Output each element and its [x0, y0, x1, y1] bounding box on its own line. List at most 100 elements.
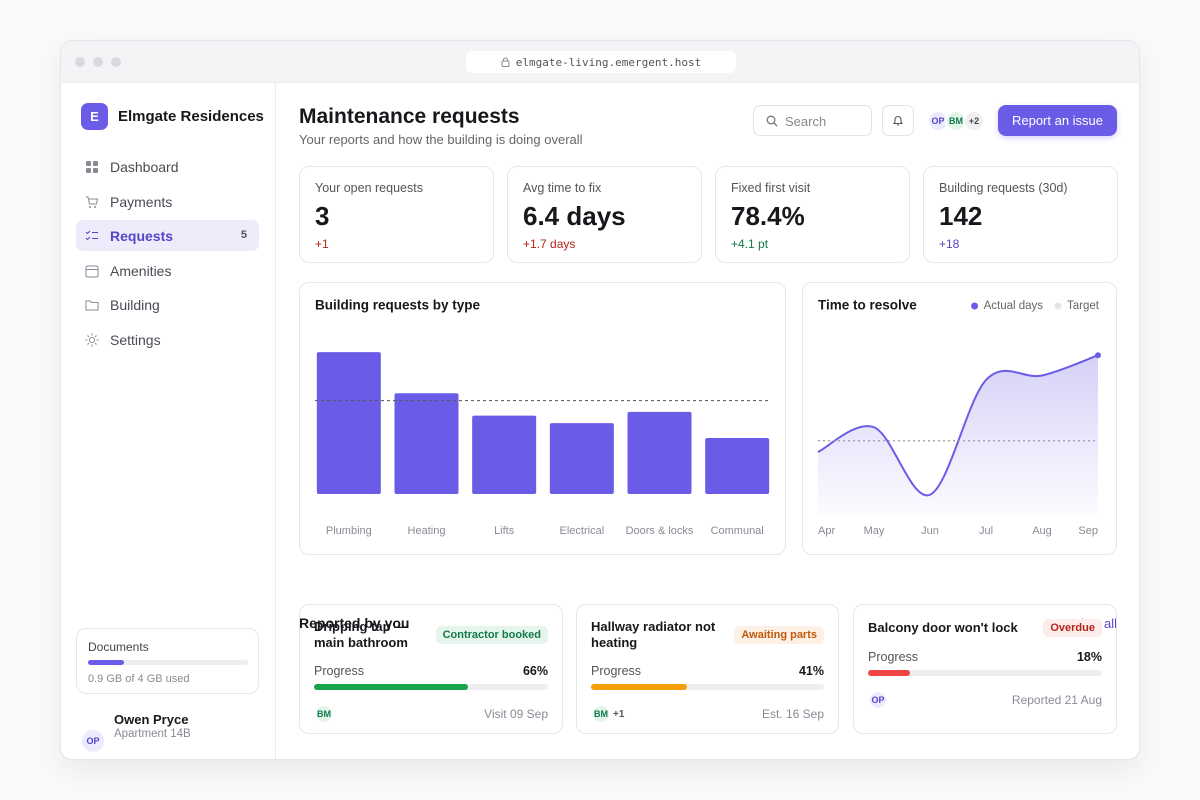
avatar-group: OP [868, 690, 888, 710]
search-icon [766, 115, 778, 127]
notifications-button[interactable] [882, 105, 914, 136]
page-subtitle: Your reports and how the building is doi… [299, 132, 583, 147]
nav-icon [86, 161, 98, 173]
progress-fill [591, 684, 687, 690]
card-title: Balcony door won't lock [868, 620, 1018, 635]
request-card[interactable]: Balcony door won't lock Overdue Progress 18… [853, 604, 1117, 734]
storage-track [88, 660, 248, 665]
chart-panel [802, 282, 1117, 555]
logo[interactable]: E [81, 103, 108, 130]
card-footer: BM Visit 09 Sep [314, 704, 548, 724]
nav-item[interactable]: Requests 5 [76, 220, 259, 252]
card-footer: BM +1 Est. 16 Sep [591, 704, 824, 724]
url-bar[interactable]: elmgate-living.emergent.host [466, 51, 736, 73]
kpi-label: Avg time to fix [523, 181, 602, 195]
kpi-delta: +1.7 days [523, 237, 576, 251]
progress-fill [314, 684, 469, 690]
card-header: Dripping tap — main bathroom Contractor b… [314, 619, 548, 651]
nav-icon [86, 196, 99, 208]
kpi-label: Building requests (30d) [939, 181, 1068, 195]
kpi-delta: +18 [939, 237, 960, 251]
search-placeholder: Search [785, 114, 827, 129]
kpi-card: Fixed first visit 78.4% +4.1 pt [715, 166, 910, 263]
progress-row: Progress 66% [314, 663, 548, 679]
progress-fill [868, 670, 911, 676]
status-badge: Contractor booked [435, 626, 548, 644]
sidebar: E Elmgate Residences Documents 0.9 GB of… [61, 83, 276, 759]
nav-item[interactable]: Settings [76, 324, 259, 355]
nav-icon [85, 333, 99, 347]
kpi-value: 78.4% [731, 201, 805, 231]
card-title: Hallway radiator not heating [591, 619, 716, 650]
status-badge: Awaiting parts [734, 626, 824, 644]
kpi-card: Your open requests 3 +1 [299, 166, 494, 263]
kpi-label: Fixed first visit [731, 181, 811, 195]
nav-item[interactable]: Amenities [76, 255, 259, 286]
storage-label: 0.9 GB of 4 GB used [88, 673, 190, 685]
chart-panel [299, 282, 786, 555]
user-avatar[interactable]: OP [80, 728, 106, 754]
avatar-group: BM [314, 704, 334, 724]
kpi-label: Your open requests [315, 181, 423, 195]
user-name: Owen Pryce [114, 712, 189, 727]
card-title: Dripping tap — main bathroom [314, 619, 408, 650]
nav-item[interactable]: Building [76, 289, 259, 320]
section-title: Reported by you [299, 615, 410, 631]
kpi-value: 3 [315, 201, 330, 231]
avatar-group: BM +1 [591, 704, 624, 724]
nav-label: Payments [110, 193, 173, 210]
avatar[interactable]: OP [868, 690, 888, 710]
card-meta: Est. 16 Sep [761, 707, 824, 721]
kpi-delta: +1 [315, 237, 329, 251]
user-unit: Apartment 14B [114, 728, 191, 740]
avatar[interactable]: BM [591, 704, 611, 724]
main-content: Maintenance requests Your reports and ho… [276, 83, 1139, 759]
kpi-value: 142 [939, 201, 983, 231]
window-dot [111, 57, 121, 67]
kpi-delta: +4.1 pt [731, 237, 769, 251]
storage-fill [88, 660, 124, 665]
progress-title: Progress [591, 664, 642, 678]
progress-value: 41% [798, 664, 824, 678]
card-header: Balcony door won't lock Overdue [868, 619, 1102, 637]
progress-value: 18% [1076, 650, 1102, 664]
brand-name: Elmgate Residences [118, 108, 264, 125]
request-card[interactable]: Dripping tap — main bathroom Contractor b… [299, 604, 563, 734]
search-box[interactable]: Search [753, 105, 872, 136]
kpi-value: 6.4 days [523, 201, 626, 231]
card-meta: Visit 09 Sep [484, 707, 548, 721]
card-header: Hallway radiator not heating Awaiting par… [591, 619, 824, 651]
lock-icon [501, 57, 510, 67]
status-badge: Overdue [1043, 619, 1102, 637]
nav-label: Settings [110, 332, 161, 348]
avatar-more[interactable]: +2 [963, 110, 985, 132]
browser-window: elmgate-living.emergent.host E Elmgate R… [60, 40, 1140, 760]
progress-row: Progress 41% [591, 663, 824, 679]
nav-item[interactable]: Payments [76, 186, 259, 217]
nav-icon [85, 230, 98, 241]
progress-track [868, 670, 1102, 676]
nav-label: Dashboard [110, 159, 179, 175]
nav-badge: 5 [240, 229, 247, 242]
nav-item[interactable]: Dashboard [76, 151, 259, 182]
progress-track [314, 684, 548, 690]
nav-icon [85, 265, 99, 278]
page-title: Maintenance requests [299, 105, 520, 128]
nav-label: Requests [110, 228, 174, 245]
url-text: elmgate-living.emergent.host [515, 55, 702, 69]
request-card[interactable]: Hallway radiator not heating Awaiting par… [576, 604, 839, 734]
avatar-group: OP BM +2 [927, 110, 985, 132]
kpi-card: Avg time to fix 6.4 days +1.7 days [507, 166, 702, 263]
card-footer: OP Reported 21 Aug [868, 690, 1102, 710]
card-meta: Reported 21 Aug [1011, 693, 1102, 707]
nav-icon [85, 300, 99, 311]
title-bar: elmgate-living.emergent.host [61, 41, 1139, 83]
nav-label: Amenities [110, 262, 172, 279]
window-dot [93, 57, 103, 67]
progress-value: 66% [522, 664, 548, 678]
window-dot [75, 57, 85, 67]
report-button[interactable]: Report an issue [998, 105, 1117, 136]
avatar[interactable]: BM [314, 704, 334, 724]
progress-title: Progress [868, 650, 919, 664]
